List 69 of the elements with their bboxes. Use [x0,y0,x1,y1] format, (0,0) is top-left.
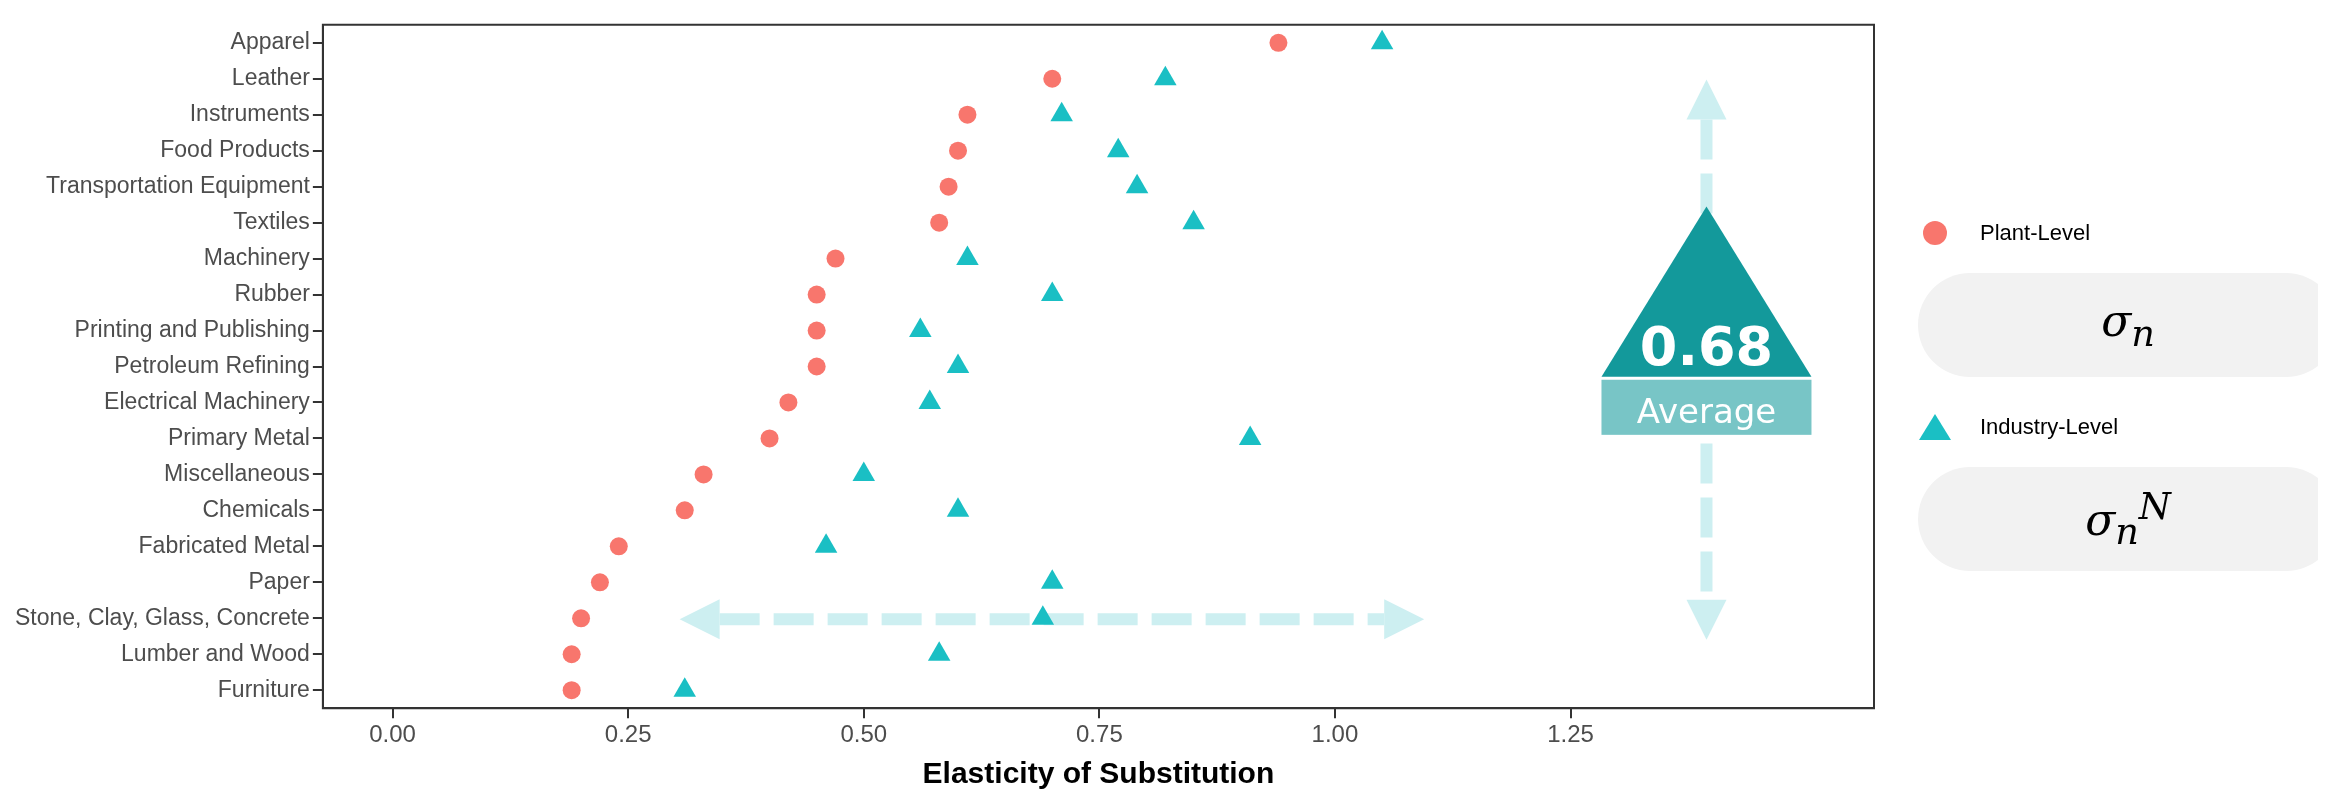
point [958,105,977,124]
x-axis-title: Elasticity of Substitution [922,756,1275,790]
point [946,353,970,373]
x-tick-label: 0.25 [604,720,652,748]
y-tick-label: Miscellaneous [164,459,310,486]
y-tick-label: Printing and Publishing [74,315,310,342]
point [675,501,694,520]
y-tick-label: Food Products [160,136,310,163]
y-tick-label: Paper [248,567,311,594]
point [1154,65,1177,86]
point [1043,69,1062,88]
point [826,249,845,268]
point [807,285,826,304]
y-tick-label: Apparel [230,28,310,55]
point [694,465,713,484]
point [609,537,628,556]
point [1050,101,1073,122]
y-tick-label: Machinery [203,243,311,270]
y-tick-label: Leather [231,64,311,91]
point [760,429,779,448]
y-tick-label: Electrical Machinery [104,387,311,414]
y-tick-label: Lumber and Wood [121,639,310,666]
x-tick-label: 1.25 [1547,720,1594,748]
point [814,533,838,553]
point [1041,281,1064,302]
point [1106,137,1130,158]
point [807,357,826,376]
point [852,461,876,481]
point [1370,29,1394,50]
legend-label: Industry-Level [1980,414,2119,440]
point [946,497,970,517]
annotation: 0.68 [1639,314,1774,378]
point [572,609,591,628]
point [1269,33,1288,52]
x-tick-label: 0.75 [1076,720,1123,748]
point [1041,569,1064,589]
y-tick-label: Instruments [189,100,310,127]
annotation: Average [1636,390,1777,431]
y-tick-label: Fabricated Metal [138,531,310,558]
x-tick-label: 1.00 [1311,720,1359,748]
point [1031,605,1055,625]
y-tick-label: Furniture [217,675,310,702]
y-tick-label: Rubber [234,279,311,306]
y-tick-label: Petroleum Refining [114,351,310,378]
y-tick-label: Primary Metal [168,423,310,450]
point [1238,425,1262,445]
point [930,213,949,232]
point [1182,209,1205,230]
point [562,681,581,700]
point [590,573,609,592]
point [918,389,942,409]
y-tick-label: Textiles [233,207,310,234]
point [949,141,968,160]
x-tick-label: 0.00 [369,720,416,748]
point [779,393,798,412]
point [562,645,581,664]
y-tick-label: Chemicals [202,495,310,522]
point [939,177,958,196]
point [909,317,932,338]
legend-label: Plant-Level [1980,220,2091,246]
y-tick-label: Transportation Equipment [46,172,311,198]
y-tick-label: Stone, Clay, Glass, Concrete [14,603,310,630]
point [807,321,826,340]
point [927,641,951,661]
x-tick-label: 0.50 [840,720,888,748]
text: σ$_{n}$ [2101,295,2155,355]
point [673,677,696,697]
point [956,245,979,266]
point [1125,173,1149,194]
